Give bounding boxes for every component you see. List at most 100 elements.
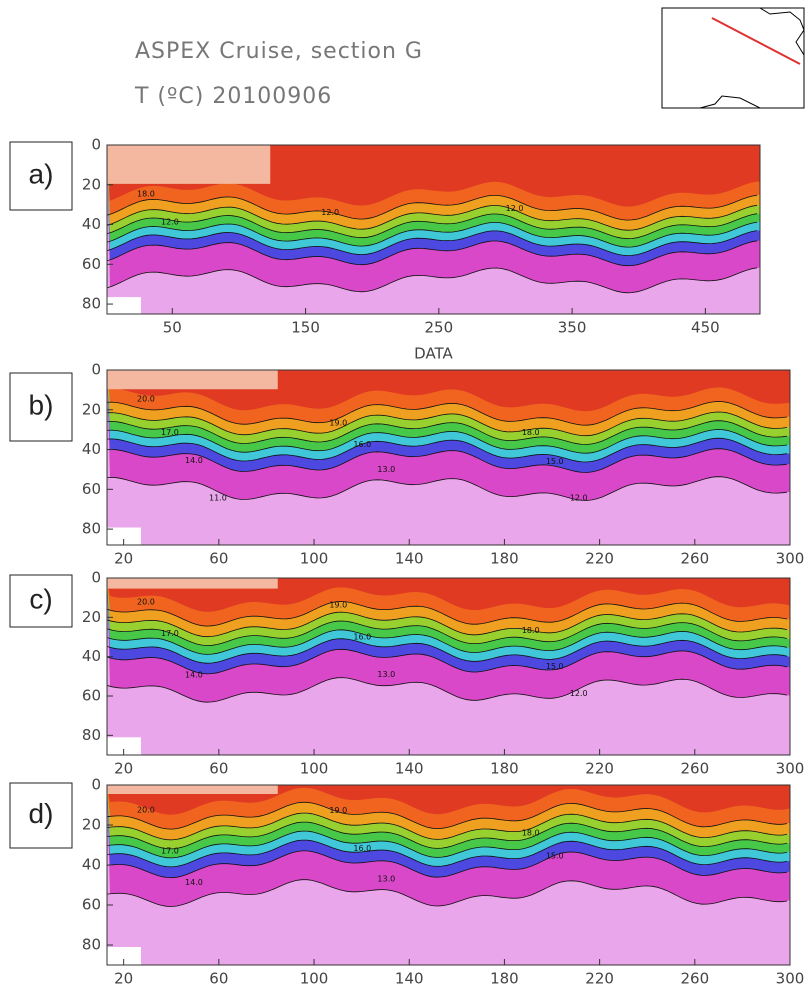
- y-tick-label: 0: [91, 136, 101, 154]
- temperature-field: [107, 370, 790, 545]
- contour-line: [107, 821, 788, 850]
- contour-line: [107, 620, 788, 646]
- contour-line: [107, 420, 788, 445]
- contour-line: [107, 221, 758, 248]
- panel-label-box: [9, 372, 73, 442]
- contour-label: 12.0: [321, 208, 339, 217]
- warm-patch: [107, 578, 278, 589]
- contour-line: [107, 812, 788, 841]
- x-tick-label: 140: [395, 970, 424, 988]
- contour-line: [107, 638, 788, 664]
- contour-label: 12.0: [570, 689, 588, 698]
- plot-frame: [106, 577, 791, 756]
- x-tick-label: 300: [776, 760, 805, 778]
- contour-label: 13.0: [377, 874, 395, 883]
- x-tick-label: 60: [209, 970, 228, 988]
- x-tick-label: 250: [425, 319, 454, 337]
- contour-label: 20.0: [137, 806, 155, 815]
- x-tick-label: 60: [209, 550, 228, 568]
- contour-line: [107, 629, 788, 655]
- contour-label: 18.0: [522, 428, 540, 437]
- temperature-field: [107, 145, 760, 314]
- contour-line: [107, 230, 758, 257]
- x-tick-label: 140: [395, 550, 424, 568]
- x-tick-label: 300: [776, 550, 805, 568]
- y-tick-label: 20: [82, 608, 101, 626]
- contour-label: 13.0: [377, 670, 395, 679]
- y-tick-label: 20: [82, 175, 101, 193]
- panel-label: b): [29, 389, 54, 420]
- figure-title: ASPEX Cruise, section G: [135, 39, 423, 64]
- x-tick-label: 220: [585, 550, 614, 568]
- contour-label: 14.0: [185, 670, 203, 679]
- missing-data: [107, 297, 141, 314]
- y-tick-label: 40: [82, 215, 101, 233]
- x-tick-label: 350: [558, 319, 587, 337]
- x-tick-label: 100: [300, 970, 329, 988]
- contour-line: [107, 801, 788, 830]
- y-tick-label: 0: [91, 569, 101, 587]
- panel-label-box: [9, 141, 73, 211]
- contour-label: 15.0: [546, 662, 564, 671]
- y-tick-label: 20: [82, 816, 101, 834]
- x-tick-label: 260: [680, 760, 709, 778]
- x-tick-label: 140: [395, 760, 424, 778]
- contour-line: [107, 448, 788, 473]
- panel-label: c): [29, 583, 52, 614]
- contour-label: 16.0: [353, 632, 371, 641]
- contour-line: [107, 437, 788, 463]
- contour-line: [107, 677, 788, 703]
- contour-label: 15.0: [546, 851, 564, 860]
- y-tick-label: 80: [82, 726, 101, 744]
- contour-label: 18.0: [522, 626, 540, 635]
- contour-line: [107, 476, 788, 501]
- contour-line: [107, 850, 788, 879]
- contour-line: [107, 830, 788, 859]
- contour-label: 19.0: [329, 601, 347, 610]
- plot-frame: [106, 784, 791, 966]
- contour-label: 18.0: [522, 828, 540, 837]
- contour-label: 13.0: [377, 465, 395, 474]
- contour-label: 17.0: [161, 629, 179, 638]
- figure-subtitle: T (ºC) 20100906: [134, 84, 332, 109]
- panel-label: d): [29, 798, 54, 829]
- contour-label: 20.0: [137, 598, 155, 607]
- contour-label: 15.0: [546, 457, 564, 466]
- contour-label: 18.0: [137, 189, 155, 198]
- x-tick-label: 20: [114, 970, 133, 988]
- x-tick-label: 180: [490, 550, 519, 568]
- contour-label: 20.0: [137, 394, 155, 403]
- contour-label: 14.0: [185, 456, 203, 465]
- contour-line: [107, 213, 758, 240]
- x-tick-label: 50: [163, 319, 182, 337]
- y-tick-label: 80: [82, 295, 101, 313]
- y-tick-label: 80: [82, 520, 101, 538]
- panel-label-box: [9, 574, 73, 628]
- warm-patch: [107, 370, 278, 390]
- temperature-field: [107, 785, 790, 965]
- missing-data: [107, 737, 141, 755]
- x-tick-label: 180: [490, 760, 519, 778]
- contour-label: 19.0: [329, 419, 347, 428]
- x-tick-label: 220: [585, 970, 614, 988]
- contour-label: 16.0: [353, 844, 371, 853]
- y-tick-label: 60: [82, 255, 101, 273]
- x-tick-label: 100: [300, 760, 329, 778]
- contour-label: 12.0: [570, 494, 588, 503]
- contour-label: 17.0: [161, 847, 179, 856]
- contour-line: [107, 429, 788, 454]
- x-tick-label: 100: [300, 550, 329, 568]
- contour-label: 14.0: [185, 878, 203, 887]
- y-tick-label: 60: [82, 896, 101, 914]
- y-tick-label: 60: [82, 687, 101, 705]
- contour-label: 12.0: [506, 204, 524, 213]
- y-tick-label: 0: [91, 361, 101, 379]
- contour-label: 11.0: [209, 493, 227, 502]
- contour-label: 19.0: [329, 806, 347, 815]
- contour-line: [107, 411, 788, 437]
- plot-frame: [106, 369, 791, 546]
- inset-map: [661, 7, 805, 109]
- contour-label: 12.0: [161, 217, 179, 226]
- x-tick-label: 20: [114, 550, 133, 568]
- missing-data: [107, 947, 141, 965]
